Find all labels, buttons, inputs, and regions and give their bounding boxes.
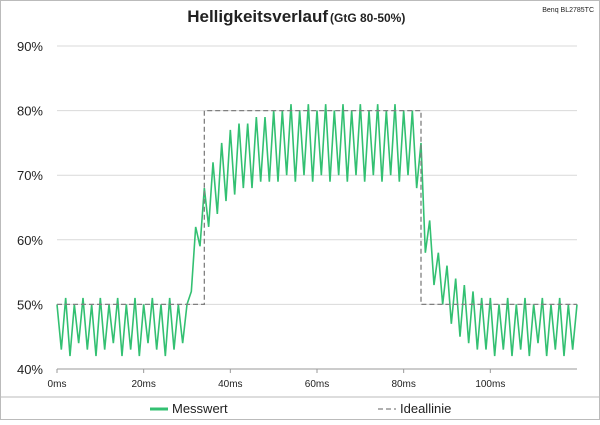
series-line (57, 109, 577, 306)
y-tick-label: 70% (17, 168, 43, 183)
y-tick-label: 50% (17, 297, 43, 312)
x-tick-label: 100ms (475, 379, 505, 390)
y-tick-label: 60% (17, 233, 43, 248)
chart-subtitle: (GtG 80-50%) (330, 11, 405, 25)
legend-label: Ideallinie (400, 401, 451, 416)
y-tick-label: 80% (17, 104, 43, 119)
x-tick-label: 60ms (305, 379, 329, 390)
chart-title: Helligkeitsverlauf (187, 7, 328, 26)
legend-label: Messwert (172, 401, 228, 416)
x-tick-label: 0ms (48, 379, 67, 390)
x-tick-label: 40ms (218, 379, 242, 390)
series-line (56, 104, 578, 357)
y-tick-label: 40% (17, 362, 43, 377)
x-tick-label: 20ms (131, 379, 155, 390)
x-tick-label: 80ms (391, 379, 415, 390)
annotation: Benq BL2785TC (542, 7, 594, 14)
y-tick-label: 90% (17, 39, 43, 54)
